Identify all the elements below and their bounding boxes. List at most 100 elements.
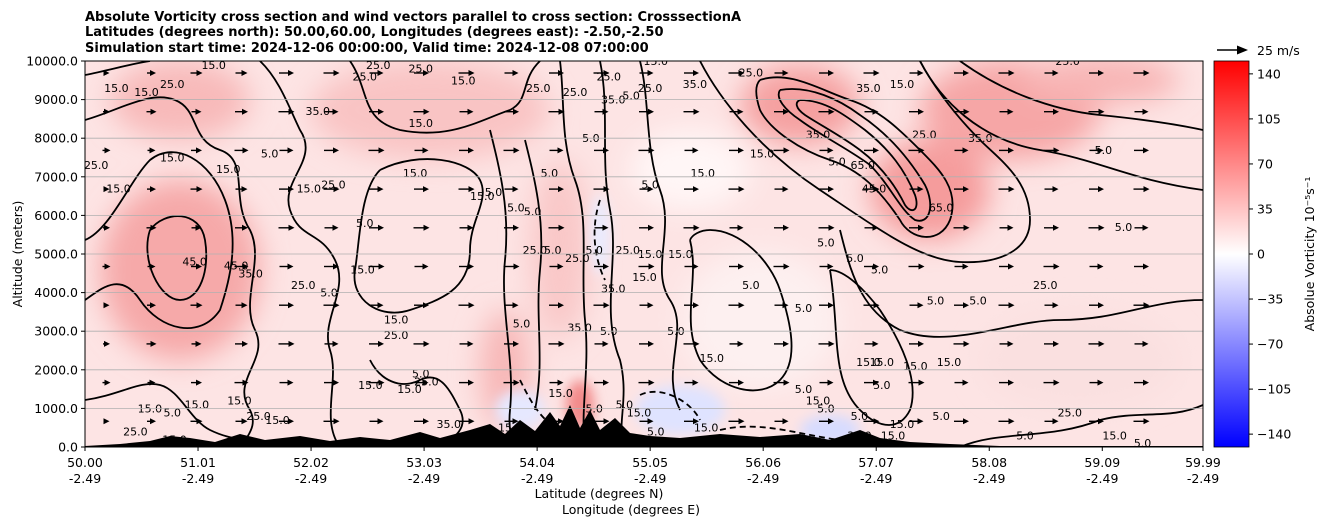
wind-vector-arrow: [1133, 186, 1150, 193]
wind-vector-arrow: [818, 224, 835, 231]
wind-vector-head: [150, 302, 156, 309]
wind-vector-head: [557, 263, 564, 270]
wind-vector-head: [468, 379, 474, 386]
wind-vector-arrow: [909, 224, 924, 231]
wind-vector-head: [692, 263, 699, 270]
y-axis: 0.0 1000.0 2000.0 3000.0 4000.0 5000.0 6000.0 7…: [26, 54, 85, 455]
wind-vector-head: [693, 224, 700, 231]
wind-vector-head: [963, 302, 969, 309]
x-tick-label-latitude: 50.00: [67, 455, 103, 470]
x-tick-label-latitude: 59.99: [1185, 455, 1221, 470]
wind-vector-head: [1098, 418, 1104, 425]
wind-vector-head: [1097, 147, 1104, 154]
wind-vector-arrow: [953, 340, 970, 347]
wind-vector-arrow: [728, 302, 745, 309]
wind-vector-head: [104, 147, 111, 154]
wind-vector-head: [1098, 302, 1104, 309]
wind-vector-arrow: [102, 147, 111, 154]
wind-vector-head: [149, 147, 156, 154]
wind-vector-head: [737, 224, 744, 231]
y-tick-label: 3000.0: [34, 324, 78, 339]
field-blob: [100, 180, 260, 360]
contour-label: 5.0: [524, 206, 542, 219]
wind-vector-arrow: [1089, 302, 1104, 309]
wind-vector-arrow: [819, 263, 834, 270]
wind-vector-head: [963, 70, 969, 76]
wind-vector-arrow: [147, 186, 156, 193]
wind-vector-head: [150, 418, 156, 425]
field-blob: [530, 160, 590, 340]
wind-vector-head: [783, 340, 789, 347]
contour-label: 25.0: [291, 279, 316, 292]
contour-label: 25.0: [912, 128, 937, 141]
contour-label: 5.0: [1095, 144, 1113, 157]
wind-vector-arrow: [863, 70, 880, 76]
wind-vector-head: [195, 108, 202, 115]
wind-vector-head: [827, 379, 834, 386]
wind-vector-arrow: [909, 418, 924, 425]
wind-vector-head: [873, 379, 879, 386]
wind-vector-arrow: [1044, 224, 1059, 231]
wind-vector-arrow: [999, 147, 1014, 154]
wind-vector-head: [513, 108, 519, 115]
contour-label: 25.0: [321, 179, 346, 192]
wind-vector-arrow: [235, 186, 248, 193]
wind-vector-head: [558, 108, 565, 115]
wind-vector-arrow: [638, 379, 655, 386]
wind-vector-arrow: [864, 224, 879, 231]
wind-vector-arrow: [774, 186, 789, 193]
wind-vector-head: [647, 70, 654, 76]
wind-vector-head: [872, 224, 879, 231]
contour-label: 25.0: [1055, 55, 1080, 68]
wind-vector-head: [828, 340, 835, 347]
wind-vector-arrow: [638, 147, 655, 154]
contour-label: 25.0: [565, 252, 590, 265]
contour-label: 5.0: [544, 244, 562, 257]
wind-vector-arrow: [773, 147, 790, 154]
colorbar-tick-label: −35: [1257, 292, 1283, 307]
wind-vector-head: [737, 108, 744, 115]
wind-vector-arrow: [191, 108, 202, 115]
field-blob: [590, 195, 610, 275]
wind-vector-head: [287, 263, 294, 270]
wind-vector-arrow: [1044, 418, 1059, 425]
wind-vector-arrow: [684, 302, 699, 309]
wind-vector-head: [963, 224, 970, 231]
wind-vector-arrow: [235, 340, 248, 347]
wind-vector-head: [512, 186, 519, 193]
contour-label: 5.0: [846, 252, 864, 265]
y-tick-label: 10000.0: [26, 54, 78, 69]
wind-vector-arrow: [103, 224, 110, 231]
wind-vector-head: [196, 379, 202, 386]
wind-vector-arrow: [103, 70, 110, 76]
contour-label: 15.0: [134, 86, 159, 99]
wind-vector-arrow: [1134, 263, 1149, 270]
wind-vector-arrow: [1089, 418, 1104, 425]
wind-vector-arrow: [102, 263, 111, 270]
contour-label: 15.0: [216, 163, 241, 176]
wind-vector-head: [558, 302, 564, 309]
wind-vector-head: [963, 340, 970, 347]
wind-vector-head: [873, 418, 880, 425]
contour-label: 5.0: [667, 325, 685, 338]
wind-vector-arrow: [594, 263, 609, 270]
contour-label: 15.0: [1102, 429, 1127, 442]
wind-vector-head: [873, 302, 880, 309]
colorbar-tick-label: 70: [1257, 156, 1273, 171]
wind-vector-head: [288, 108, 295, 115]
wind-vector-arrow: [368, 263, 385, 270]
wind-vector-head: [647, 186, 654, 193]
wind-vector-arrow: [684, 70, 699, 76]
contour-label: 35.0: [436, 418, 461, 431]
contour-label: 25.0: [616, 244, 641, 257]
wind-vector-head: [377, 302, 384, 309]
wind-vector-arrow: [324, 108, 339, 115]
contour-label: 15.0: [632, 271, 657, 284]
wind-vector-arrow: [819, 418, 834, 425]
wind-vector-head: [149, 263, 156, 270]
wind-vector-arrow: [102, 379, 111, 386]
wind-vector-head: [104, 340, 110, 347]
wind-vector-arrow: [414, 302, 429, 309]
wind-vector-arrow: [459, 379, 474, 386]
x-tick-label-longitude: -2.49: [1187, 471, 1219, 486]
